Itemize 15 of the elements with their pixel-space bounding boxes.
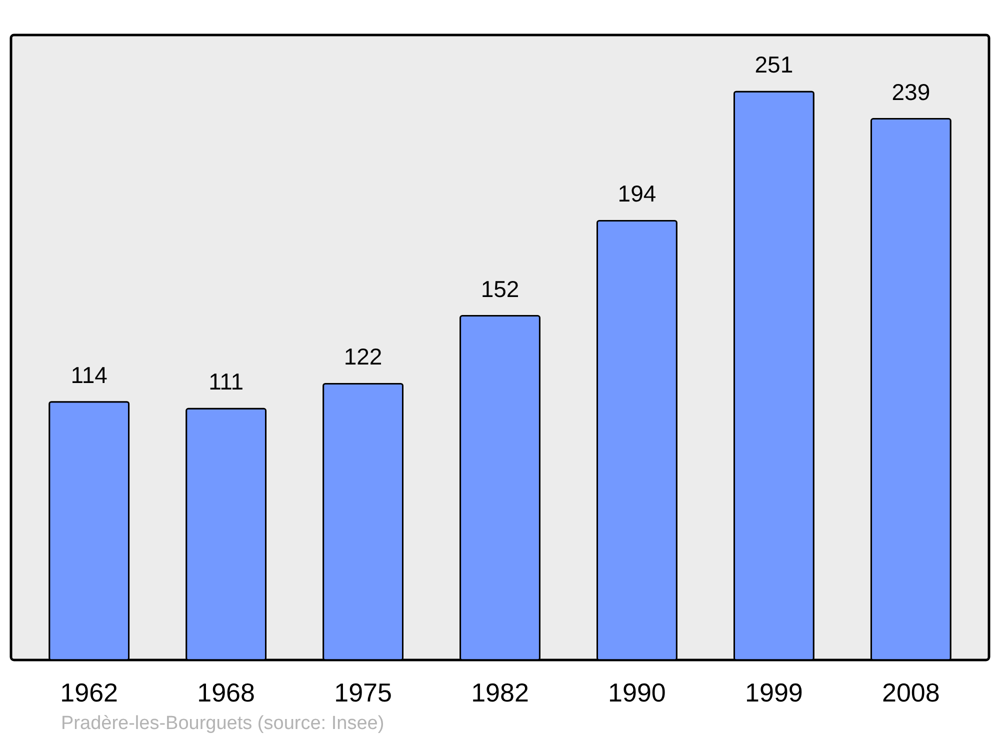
- data-label: 251: [754, 52, 794, 78]
- x-tick-label: 1975: [334, 678, 392, 708]
- data-label: 239: [892, 78, 930, 105]
- x-tick-label: 1990: [608, 678, 666, 708]
- x-tick-label: 1962: [60, 678, 118, 708]
- x-tick-label: 1982: [471, 678, 529, 708]
- data-label: 114: [70, 362, 108, 388]
- x-tick-label: 2008: [882, 678, 940, 708]
- x-tick-label: 1968: [197, 678, 255, 708]
- data-label: 122: [344, 344, 382, 370]
- data-label: 111: [208, 368, 244, 395]
- data-label: 194: [618, 180, 656, 207]
- text: Pradère-les-Bourguets (source: Insee): [61, 713, 384, 734]
- x-tick-label: 1999: [745, 678, 803, 708]
- data-label: 152: [480, 276, 520, 302]
